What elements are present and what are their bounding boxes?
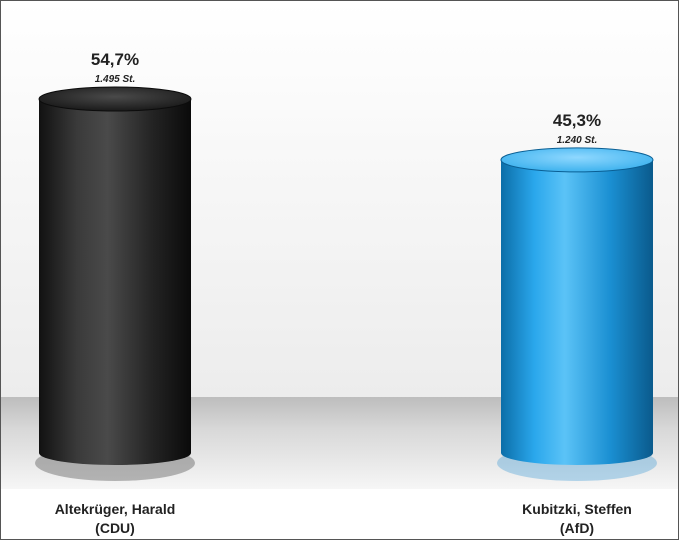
candidate-party: (AfD) bbox=[559, 520, 595, 536]
bar-altekrueger: 54,7% 1.495 St. bbox=[35, 50, 195, 481]
bar-body bbox=[501, 159, 653, 465]
candidate-name: Kubitzki, Steffen bbox=[522, 501, 632, 517]
votes-label: 1.495 St. bbox=[95, 74, 136, 85]
value-label: 45,3% bbox=[553, 111, 601, 130]
bar-body bbox=[39, 99, 191, 465]
category-label-kubitzki: Kubitzki, Steffen (AfD) bbox=[477, 500, 677, 538]
bar-top-cap bbox=[500, 147, 654, 173]
candidate-party: (CDU) bbox=[95, 520, 135, 536]
bar-top-cap bbox=[38, 86, 192, 112]
bars-layer: 54,7% 1.495 St. 45,3% 1.240 St. bbox=[35, 50, 657, 481]
label-area bbox=[1, 489, 678, 539]
value-label: 54,7% bbox=[91, 50, 139, 69]
candidate-name: Altekrüger, Harald bbox=[54, 501, 176, 517]
category-label-altekrueger: Altekrüger, Harald (CDU) bbox=[15, 500, 215, 538]
votes-label: 1.240 St. bbox=[557, 135, 598, 146]
bar-kubitzki: 45,3% 1.240 St. bbox=[497, 111, 657, 481]
